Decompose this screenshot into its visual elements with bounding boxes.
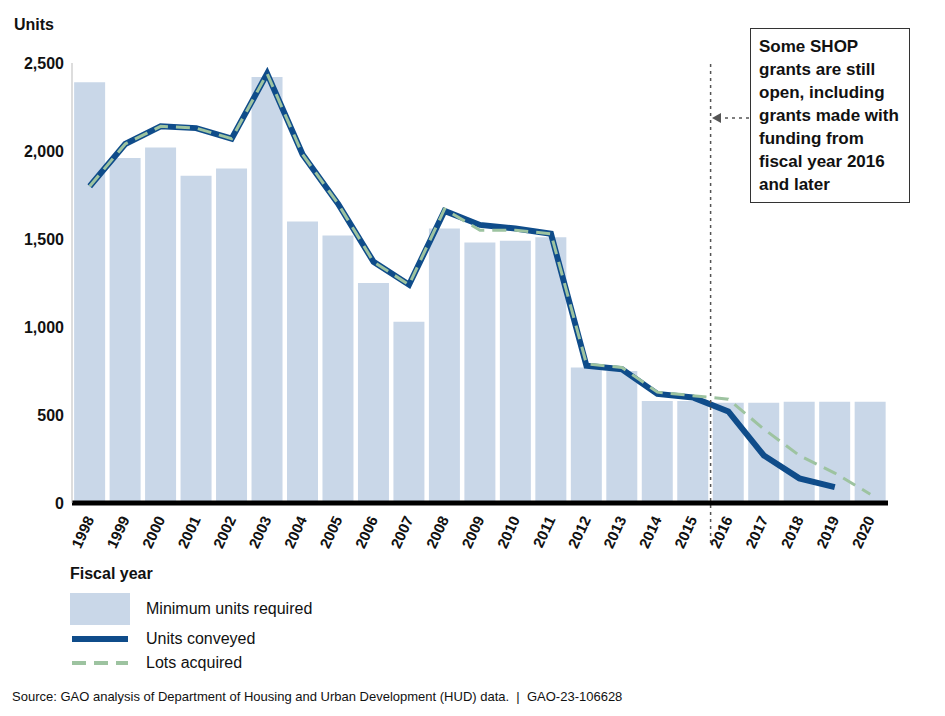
svg-text:2016: 2016 — [706, 513, 736, 550]
html-text:Source: GAO analysis of Depart: Source: GAO analysis of Department of Ho… — [12, 689, 623, 704]
svg-text:2012: 2012 — [564, 513, 594, 550]
svg-text:1998: 1998 — [68, 513, 98, 550]
svg-text:2005: 2005 — [316, 513, 346, 550]
svg-text:2014: 2014 — [635, 513, 665, 551]
svg-text:2000: 2000 — [139, 513, 169, 550]
svg-text:2001: 2001 — [174, 513, 204, 550]
svg-text:2,500: 2,500 — [24, 55, 64, 72]
svg-text:500: 500 — [37, 407, 64, 424]
html-text:Minimum units required: Minimum units required — [146, 600, 313, 617]
html-text:Some SHOP grants are still ope: Some SHOP grants are still open, includi… — [759, 37, 899, 194]
svg-text:2013: 2013 — [600, 513, 630, 550]
svg-text:2008: 2008 — [422, 513, 452, 550]
html-text:Lots acquired: Lots acquired — [146, 654, 243, 671]
svg-text:2,000: 2,000 — [24, 143, 64, 160]
svg-text:2018: 2018 — [777, 513, 807, 550]
svg-text:2002: 2002 — [210, 513, 240, 550]
html-text:Units conveyed: Units conveyed — [146, 630, 256, 647]
svg-text:2003: 2003 — [245, 513, 275, 550]
svg-text:2006: 2006 — [352, 513, 382, 550]
svg-text:2020: 2020 — [848, 513, 878, 550]
svg-text:2015: 2015 — [671, 513, 701, 550]
svg-text:2019: 2019 — [813, 513, 843, 550]
svg-text:2017: 2017 — [742, 513, 772, 550]
svg-text:2004: 2004 — [281, 513, 311, 551]
svg-text:1,500: 1,500 — [24, 231, 64, 248]
svg-text:0: 0 — [55, 495, 64, 512]
svg-text:2009: 2009 — [458, 513, 488, 550]
html-text:Fiscal year: Fiscal year — [70, 565, 153, 582]
svg-text:1,000: 1,000 — [24, 319, 64, 336]
html-text:Units: Units — [14, 16, 54, 33]
svg-text:2011: 2011 — [529, 513, 558, 550]
svg-text:2007: 2007 — [387, 513, 417, 550]
svg-text:2010: 2010 — [493, 513, 523, 550]
svg-text:1999: 1999 — [103, 513, 133, 550]
